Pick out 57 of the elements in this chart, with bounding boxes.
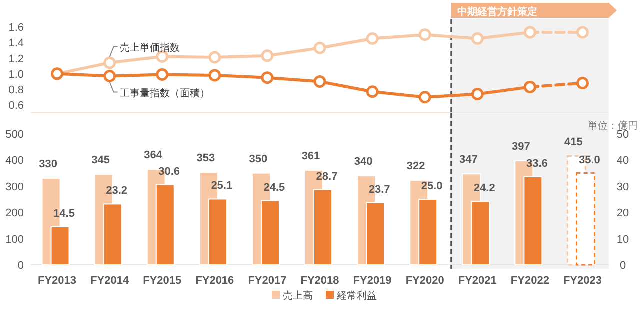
data-label: 415: [564, 136, 583, 148]
x-tick-label: FY2013: [38, 275, 77, 287]
y-tick-label: 1.4: [8, 38, 24, 50]
data-label: 353: [196, 152, 216, 165]
band-label: 中期経営方針策定: [457, 6, 538, 18]
y-tick-label: 1.0: [8, 68, 24, 81]
x-tick-label: FY2014: [90, 275, 130, 287]
y-tick-label: 300: [6, 181, 24, 194]
y2-tick-label: 0: [620, 260, 626, 272]
y2-tick-label: 40: [616, 155, 630, 168]
data-label: 30.6: [158, 166, 180, 178]
legend-label: 売上高: [283, 290, 313, 302]
data-label: 35.0: [579, 154, 600, 166]
y-tick-label: 0: [18, 260, 24, 272]
x-tick-label: FY2022: [510, 275, 550, 287]
x-tick-label: FY2015: [143, 275, 182, 287]
y-tick-label: 400: [6, 155, 24, 168]
data-label: 23.7: [368, 184, 390, 196]
data-label: 340: [354, 156, 373, 168]
y2-tick-label: 50: [616, 129, 630, 141]
data-label: 347: [459, 154, 478, 166]
text: 単位：億円: [588, 120, 638, 132]
y-tick-label: 200: [6, 208, 24, 220]
y2-tick-label: 10: [616, 234, 630, 246]
y-tick-label: 1.2: [8, 53, 24, 66]
data-label: 23.2: [106, 185, 128, 198]
data-label: 361: [302, 150, 320, 162]
y-tick-label: 500: [6, 129, 24, 141]
y2-tick-label: 20: [616, 208, 630, 220]
series-label: 工事量指数（面積）: [120, 87, 210, 100]
data-label: 330: [39, 158, 58, 171]
x-tick-label: FY2019: [353, 275, 392, 287]
data-label: 322: [406, 160, 426, 173]
data-label: 345: [92, 154, 110, 167]
y-tick-label: 1.6: [8, 22, 24, 34]
y-tick-label: 0.6: [8, 100, 24, 112]
x-tick-label: FY2017: [248, 275, 287, 287]
data-label: 24.5: [264, 182, 286, 194]
data-label: 33.6: [526, 158, 548, 170]
y-tick-label: 0.8: [8, 84, 24, 97]
data-label: 397: [512, 140, 530, 153]
data-label: 24.2: [474, 182, 496, 195]
data-label: 25.0: [421, 180, 443, 192]
data-label: 364: [144, 150, 164, 162]
data-label: 350: [249, 153, 268, 166]
data-label: 28.7: [316, 170, 338, 183]
data-label: 14.5: [54, 208, 75, 220]
x-tick-label: FY2020: [406, 275, 444, 287]
legend-label: 経常利益: [336, 290, 377, 302]
x-tick-label: FY2021: [458, 275, 497, 287]
x-tick-label: FY2023: [563, 275, 602, 287]
data-label: 25.1: [211, 180, 233, 192]
x-tick-label: FY2018: [300, 275, 340, 287]
series-label: 売上単価指数: [120, 42, 180, 54]
x-tick-label: FY2016: [196, 275, 234, 287]
y2-tick-label: 30: [616, 181, 630, 194]
y-tick-label: 100: [6, 234, 24, 246]
